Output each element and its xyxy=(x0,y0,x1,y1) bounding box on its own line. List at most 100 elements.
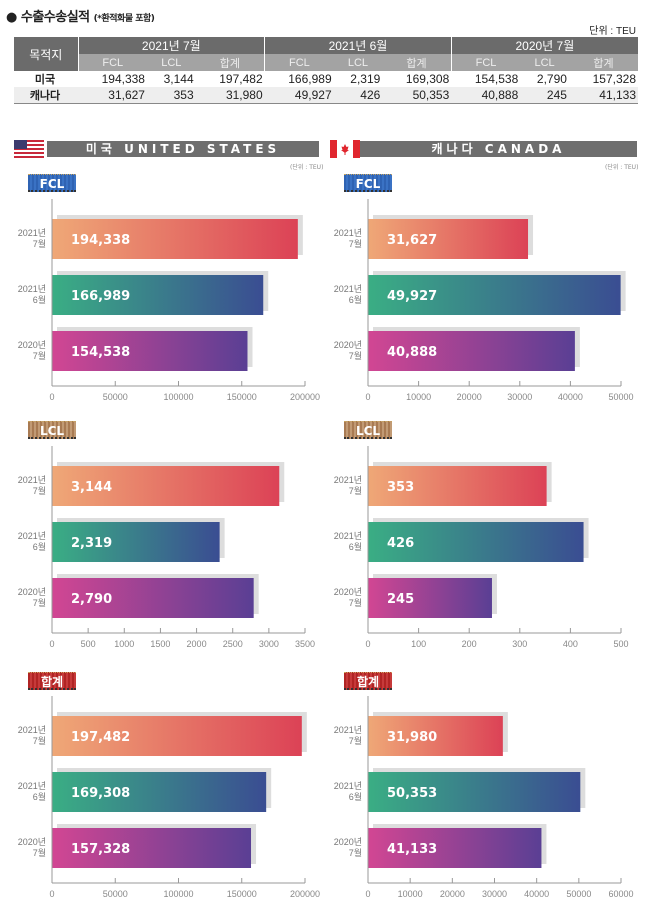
bar xyxy=(52,772,267,812)
x-tick-label: 0 xyxy=(49,889,54,899)
x-tick-label: 20000 xyxy=(440,889,465,899)
x-tick-label: 0 xyxy=(49,639,54,649)
x-tick-label: 20000 xyxy=(457,392,482,402)
x-tick-label: 50000 xyxy=(608,392,633,402)
bar-value-label: 166,989 xyxy=(71,289,130,304)
bar-value-label: 50,353 xyxy=(387,786,437,801)
bar xyxy=(52,828,252,868)
canada-unit: (단위 : TEU) xyxy=(605,164,639,171)
category-label: 2021년 xyxy=(18,228,46,238)
us-banner: 미국 UNITED STATES xyxy=(47,141,319,157)
ca-lcl-badge: LCL xyxy=(344,421,392,439)
bar xyxy=(52,219,298,259)
x-tick-label: 0 xyxy=(49,392,54,402)
subcol-header: LCL xyxy=(146,54,196,71)
category-label: 6월 xyxy=(33,541,46,552)
bar-value-label: 169,308 xyxy=(71,786,130,801)
category-label: 2021년 xyxy=(334,475,362,485)
x-tick-label: 50000 xyxy=(103,889,128,899)
category-label: 7월 xyxy=(33,350,46,361)
us-fcl-chart: 194,3382021년7월166,9892021년6월154,5382020년… xyxy=(18,199,320,402)
bar xyxy=(368,466,547,506)
category-label: 2021년 xyxy=(18,475,46,485)
subcol-header: FCL xyxy=(77,54,147,71)
bar xyxy=(52,275,264,315)
x-tick-label: 60000 xyxy=(608,889,633,899)
category-label: 7월 xyxy=(349,597,362,608)
bar-value-label: 245 xyxy=(387,592,414,607)
table-cell: 49,927 xyxy=(264,87,334,104)
summary-table: 목적지 2021년 7월 2021년 6월 2020년 7월 FCL LCL 합계 F… xyxy=(14,37,638,104)
category-label: 2021년 xyxy=(334,725,362,735)
table-cell: 40,888 xyxy=(451,87,521,104)
category-label: 6월 xyxy=(349,294,362,305)
bar-value-label: 31,980 xyxy=(387,730,437,745)
bar xyxy=(52,331,248,371)
x-tick-label: 100000 xyxy=(163,889,193,899)
us-fcl-badge: FCL xyxy=(28,174,76,192)
bar-value-label: 426 xyxy=(387,536,414,551)
category-label: 2020년 xyxy=(18,340,46,350)
page-title: ● 수출수송실적 (*환적화물 포함) xyxy=(6,6,155,25)
bar xyxy=(368,828,542,868)
title-text: ● 수출수송실적 xyxy=(6,10,90,25)
ca-sum-chart: 31,9802021년7월50,3532021년6월41,1332020년7월0… xyxy=(334,696,634,899)
x-tick-label: 50000 xyxy=(103,392,128,402)
bar xyxy=(368,772,581,812)
subcol-header: 합계 xyxy=(382,54,452,71)
x-tick-label: 40000 xyxy=(558,392,583,402)
bar xyxy=(368,219,529,259)
x-tick-label: 2500 xyxy=(223,639,243,649)
us-unit: (단위 : TEU) xyxy=(290,164,324,171)
category-label: 7월 xyxy=(33,847,46,858)
bar-value-label: 41,133 xyxy=(387,842,437,857)
table-cell: 353 xyxy=(146,87,196,104)
category-label: 2020년 xyxy=(18,587,46,597)
table-cell: 3,144 xyxy=(163,72,194,86)
category-label: 7월 xyxy=(349,847,362,858)
bar xyxy=(368,331,575,371)
category-label: 6월 xyxy=(33,791,46,802)
bar-value-label: 49,927 xyxy=(387,289,437,304)
bar xyxy=(368,716,503,756)
x-tick-label: 3500 xyxy=(295,639,315,649)
table-cell: 166,989 xyxy=(288,72,332,86)
ca-fcl-chart: 31,6272021년7월49,9272021년6월40,8882020년7월0… xyxy=(334,199,634,402)
x-tick-label: 10000 xyxy=(406,392,431,402)
bar-value-label: 154,538 xyxy=(71,345,130,360)
category-label: 2021년 xyxy=(18,531,46,541)
category-label: 7월 xyxy=(33,735,46,746)
table-cell: 245 xyxy=(520,87,569,104)
category-label: 6월 xyxy=(349,791,362,802)
x-tick-label: 0 xyxy=(365,392,370,402)
table-cell: 31,627 xyxy=(78,87,147,104)
corner-header: 목적지 xyxy=(14,37,78,71)
table-cell: 31,980 xyxy=(195,87,265,104)
row-name: 캐나다 xyxy=(14,87,78,104)
category-label: 7월 xyxy=(349,350,362,361)
us-sum-badge: 합계 xyxy=(28,672,76,690)
x-tick-label: 150000 xyxy=(227,392,257,402)
category-label: 2020년 xyxy=(18,837,46,847)
x-tick-label: 1000 xyxy=(114,639,134,649)
bar-value-label: 197,482 xyxy=(71,730,130,745)
bar-value-label: 2,790 xyxy=(71,592,112,607)
category-label: 2021년 xyxy=(334,284,362,294)
x-tick-label: 1500 xyxy=(150,639,170,649)
row-name: 미국 xyxy=(34,73,56,86)
table-row: 미국 194,338 3,144 197,482 166,989 2,319 169,308… xyxy=(14,71,638,87)
bar-value-label: 194,338 xyxy=(71,233,130,248)
x-tick-label: 30000 xyxy=(482,889,507,899)
x-tick-label: 0 xyxy=(365,889,370,899)
x-tick-label: 2000 xyxy=(187,639,207,649)
table-cell: 41,133 xyxy=(568,87,638,104)
table-cell: 2,790 xyxy=(536,72,567,86)
x-tick-label: 400 xyxy=(563,639,578,649)
category-label: 7월 xyxy=(33,597,46,608)
category-label: 2020년 xyxy=(334,837,362,847)
subcol-header: FCL xyxy=(450,54,521,71)
category-label: 6월 xyxy=(33,294,46,305)
period-header: 2020년 7월 xyxy=(450,37,638,54)
period-header: 2021년 7월 xyxy=(77,37,265,54)
